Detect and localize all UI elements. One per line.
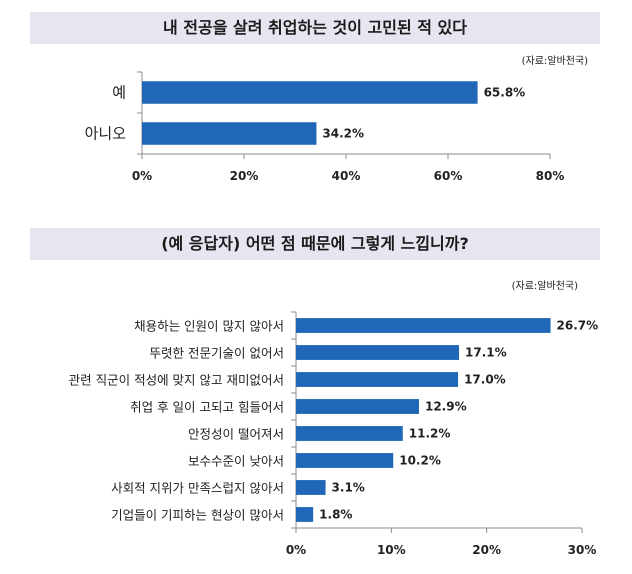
- chart2-value-label: 3.1%: [332, 481, 365, 495]
- chart2-bar: [296, 507, 314, 522]
- chart2-category-label: 채용하는 인원이 많지 않아서: [134, 319, 284, 334]
- chart2-x-tick-label: 0%: [286, 543, 306, 557]
- chart1-x-tick-label: 0%: [132, 169, 152, 183]
- chart1-bar: [142, 122, 317, 145]
- chart2-category-label: 보수수준이 낮아서: [188, 454, 284, 469]
- chart2-value-label: 17.1%: [465, 346, 507, 360]
- chart2-bar: [296, 345, 460, 360]
- chart2-source: (자료:알바천국): [512, 280, 578, 292]
- chart2-category-label: 뚜렷한 전문기술이 없어서: [150, 346, 284, 361]
- chart2-x-tick-label: 10%: [377, 543, 406, 557]
- chart2-value-label: 1.8%: [319, 508, 352, 522]
- chart2-category-label: 취업 후 일이 고되고 힘들어서: [130, 400, 284, 415]
- chart2-bar: [296, 318, 551, 333]
- chart2-value-label: 10.2%: [399, 454, 441, 468]
- chart2-bar: [296, 453, 394, 468]
- chart2-category-label: 기업들이 기피하는 현상이 많아서: [111, 508, 284, 523]
- chart2-value-label: 26.7%: [557, 319, 599, 333]
- chart1-x-tick-label: 40%: [332, 169, 361, 183]
- chart1-x-tick-label: 80%: [536, 169, 565, 183]
- chart1-category-label: 예: [112, 84, 126, 102]
- chart1-x-tick-label: 20%: [230, 169, 259, 183]
- chart1-title: 내 전공을 살려 취업하는 것이 고민된 적 있다: [30, 12, 600, 44]
- chart2-title: (예 응답자) 어떤 점 때문에 그렇게 느낍니까?: [30, 228, 600, 260]
- chart1-bar: [142, 81, 478, 104]
- chart1-category-label: 아니오: [85, 125, 127, 143]
- chart1-x-tick-label: 60%: [434, 169, 463, 183]
- chart2-x-tick-label: 20%: [472, 543, 501, 557]
- chart2-svg: (자료:알바천국) 0% 10% 20% 30% 채용하는 인원이 많지 않아서 26.7%…: [69, 280, 599, 557]
- chart2-bar: [296, 399, 419, 414]
- chart2-value-label: 11.2%: [409, 427, 451, 441]
- chart2: (자료:알바천국) 0% 10% 20% 30% 채용하는 인원이 많지 않아서 26.7%…: [30, 264, 632, 574]
- chart2-bar: [296, 426, 403, 441]
- chart2-category-label: 안정성이 떨어져서: [188, 427, 284, 442]
- chart1-value-label: 65.8%: [484, 86, 526, 100]
- chart1-value-label: 34.2%: [322, 127, 364, 141]
- chart1-svg: (자료:알바천국) 0% 20% 40% 60% 80% 예 65.8% 아니오 34.2%: [85, 55, 589, 183]
- chart2-bar: [296, 372, 459, 387]
- chart2-category-label: 관련 직군이 적성에 맞지 않고 재미없어서: [69, 373, 284, 388]
- chart2-x-tick-label: 30%: [568, 543, 597, 557]
- chart2-bar: [296, 480, 326, 495]
- chart1-source: (자료:알바천국): [522, 55, 588, 67]
- chart1: (자료:알바천국) 0% 20% 40% 60% 80% 예 65.8% 아니오 34.2%: [30, 48, 600, 198]
- chart2-value-label: 12.9%: [425, 400, 467, 414]
- chart2-value-label: 17.0%: [464, 373, 506, 387]
- chart2-category-label: 사회적 지위가 만족스럽지 않아서: [111, 481, 284, 496]
